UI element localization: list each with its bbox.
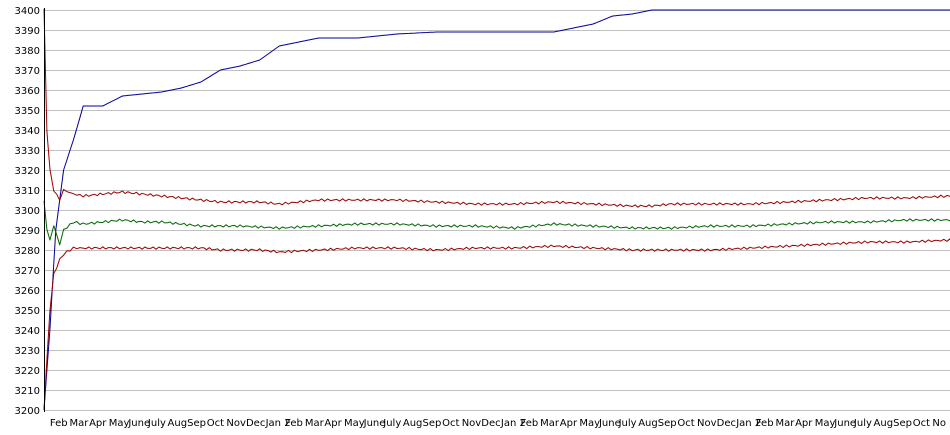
x-tick-label: Feb (50, 418, 68, 429)
x-tick-label: June (127, 418, 150, 429)
x-tick-label: Aug (168, 418, 188, 429)
x-tick-label: July (147, 418, 166, 429)
x-tick-label: Oct (913, 418, 930, 429)
y-tick-label: 3390 (15, 26, 40, 37)
series-line-1 (43, 9, 950, 411)
x-tick-label: Aug (638, 418, 658, 429)
x-tick-label: Feb (756, 418, 774, 429)
x-tick-label: June (598, 418, 621, 429)
y-tick-label: 3210 (15, 386, 40, 397)
x-tick-label: Apr (324, 418, 342, 429)
x-tick-label: Sep (422, 418, 441, 429)
x-tick-label: Mar (775, 418, 795, 429)
x-tick-label: Jan 2 (500, 418, 526, 429)
y-tick-label: 3330 (15, 146, 40, 157)
y-tick-label: 3230 (15, 346, 40, 357)
x-tick-label: Sep (658, 418, 677, 429)
y-tick-label: 3380 (15, 46, 40, 57)
series-line-4 (43, 238, 950, 411)
y-tick-label: 3240 (15, 326, 40, 337)
x-tick-label: Sep (187, 418, 206, 429)
x-tick-label: No (932, 418, 946, 429)
x-tick-label: Aug (874, 418, 894, 429)
x-tick-label: July (382, 418, 401, 429)
x-tick-label: Mar (305, 418, 325, 429)
y-tick-label: 3250 (15, 306, 40, 317)
x-tick-label: July (618, 418, 637, 429)
y-tick-label: 3290 (15, 226, 40, 237)
y-tick-label: 3370 (15, 66, 40, 77)
y-tick-label: 3320 (15, 166, 40, 177)
x-tick-label: Nov (226, 418, 246, 429)
x-tick-label: Oct (677, 418, 694, 429)
gridlines (44, 10, 950, 411)
y-tick-label: 3310 (15, 186, 40, 197)
x-tick-label: Dec (717, 418, 736, 429)
x-tick-label: Dec (246, 418, 265, 429)
x-tick-label: May (344, 418, 365, 429)
x-tick-label: Apr (89, 418, 107, 429)
x-tick-label: Jan 2 (735, 418, 761, 429)
y-tick-label: 3270 (15, 266, 40, 277)
x-tick-label: Apr (560, 418, 578, 429)
y-tick-label: 3350 (15, 106, 40, 117)
series-line-2 (43, 8, 950, 208)
y-tick-label: 3300 (15, 206, 40, 217)
x-tick-label: July (853, 418, 872, 429)
x-tick-label: Aug (403, 418, 423, 429)
y-tick-label: 3360 (15, 86, 40, 97)
series-line-3 (43, 200, 950, 246)
y-tick-label: 3340 (15, 126, 40, 137)
y-axis-tick-labels: 3200 3210 3220 3230 3240 3250 3260 3270 3280 3290… (15, 6, 40, 417)
x-tick-label: Mar (540, 418, 560, 429)
x-tick-label: June (363, 418, 386, 429)
x-tick-label: May (579, 418, 600, 429)
x-tick-label: Jan 2 (265, 418, 291, 429)
x-tick-label: Feb (285, 418, 303, 429)
x-tick-label: Sep (893, 418, 912, 429)
x-tick-label: June (833, 418, 856, 429)
x-tick-label: Mar (69, 418, 89, 429)
y-tick-label: 3200 (15, 406, 40, 417)
y-tick-label: 3280 (15, 246, 40, 257)
x-tick-label: May (815, 418, 836, 429)
y-tick-label: 3260 (15, 286, 40, 297)
x-tick-label: Oct (207, 418, 224, 429)
x-tick-label: May (109, 418, 130, 429)
series-lines (43, 8, 950, 411)
x-tick-label: Oct (442, 418, 459, 429)
x-tick-label: Apr (795, 418, 813, 429)
y-tick-label: 3220 (15, 366, 40, 377)
x-tick-label: Feb (521, 418, 539, 429)
x-tick-label: Nov (697, 418, 717, 429)
y-tick-label: 3400 (15, 6, 40, 17)
x-tick-label: Dec (481, 418, 500, 429)
x-tick-label: Nov (462, 418, 482, 429)
